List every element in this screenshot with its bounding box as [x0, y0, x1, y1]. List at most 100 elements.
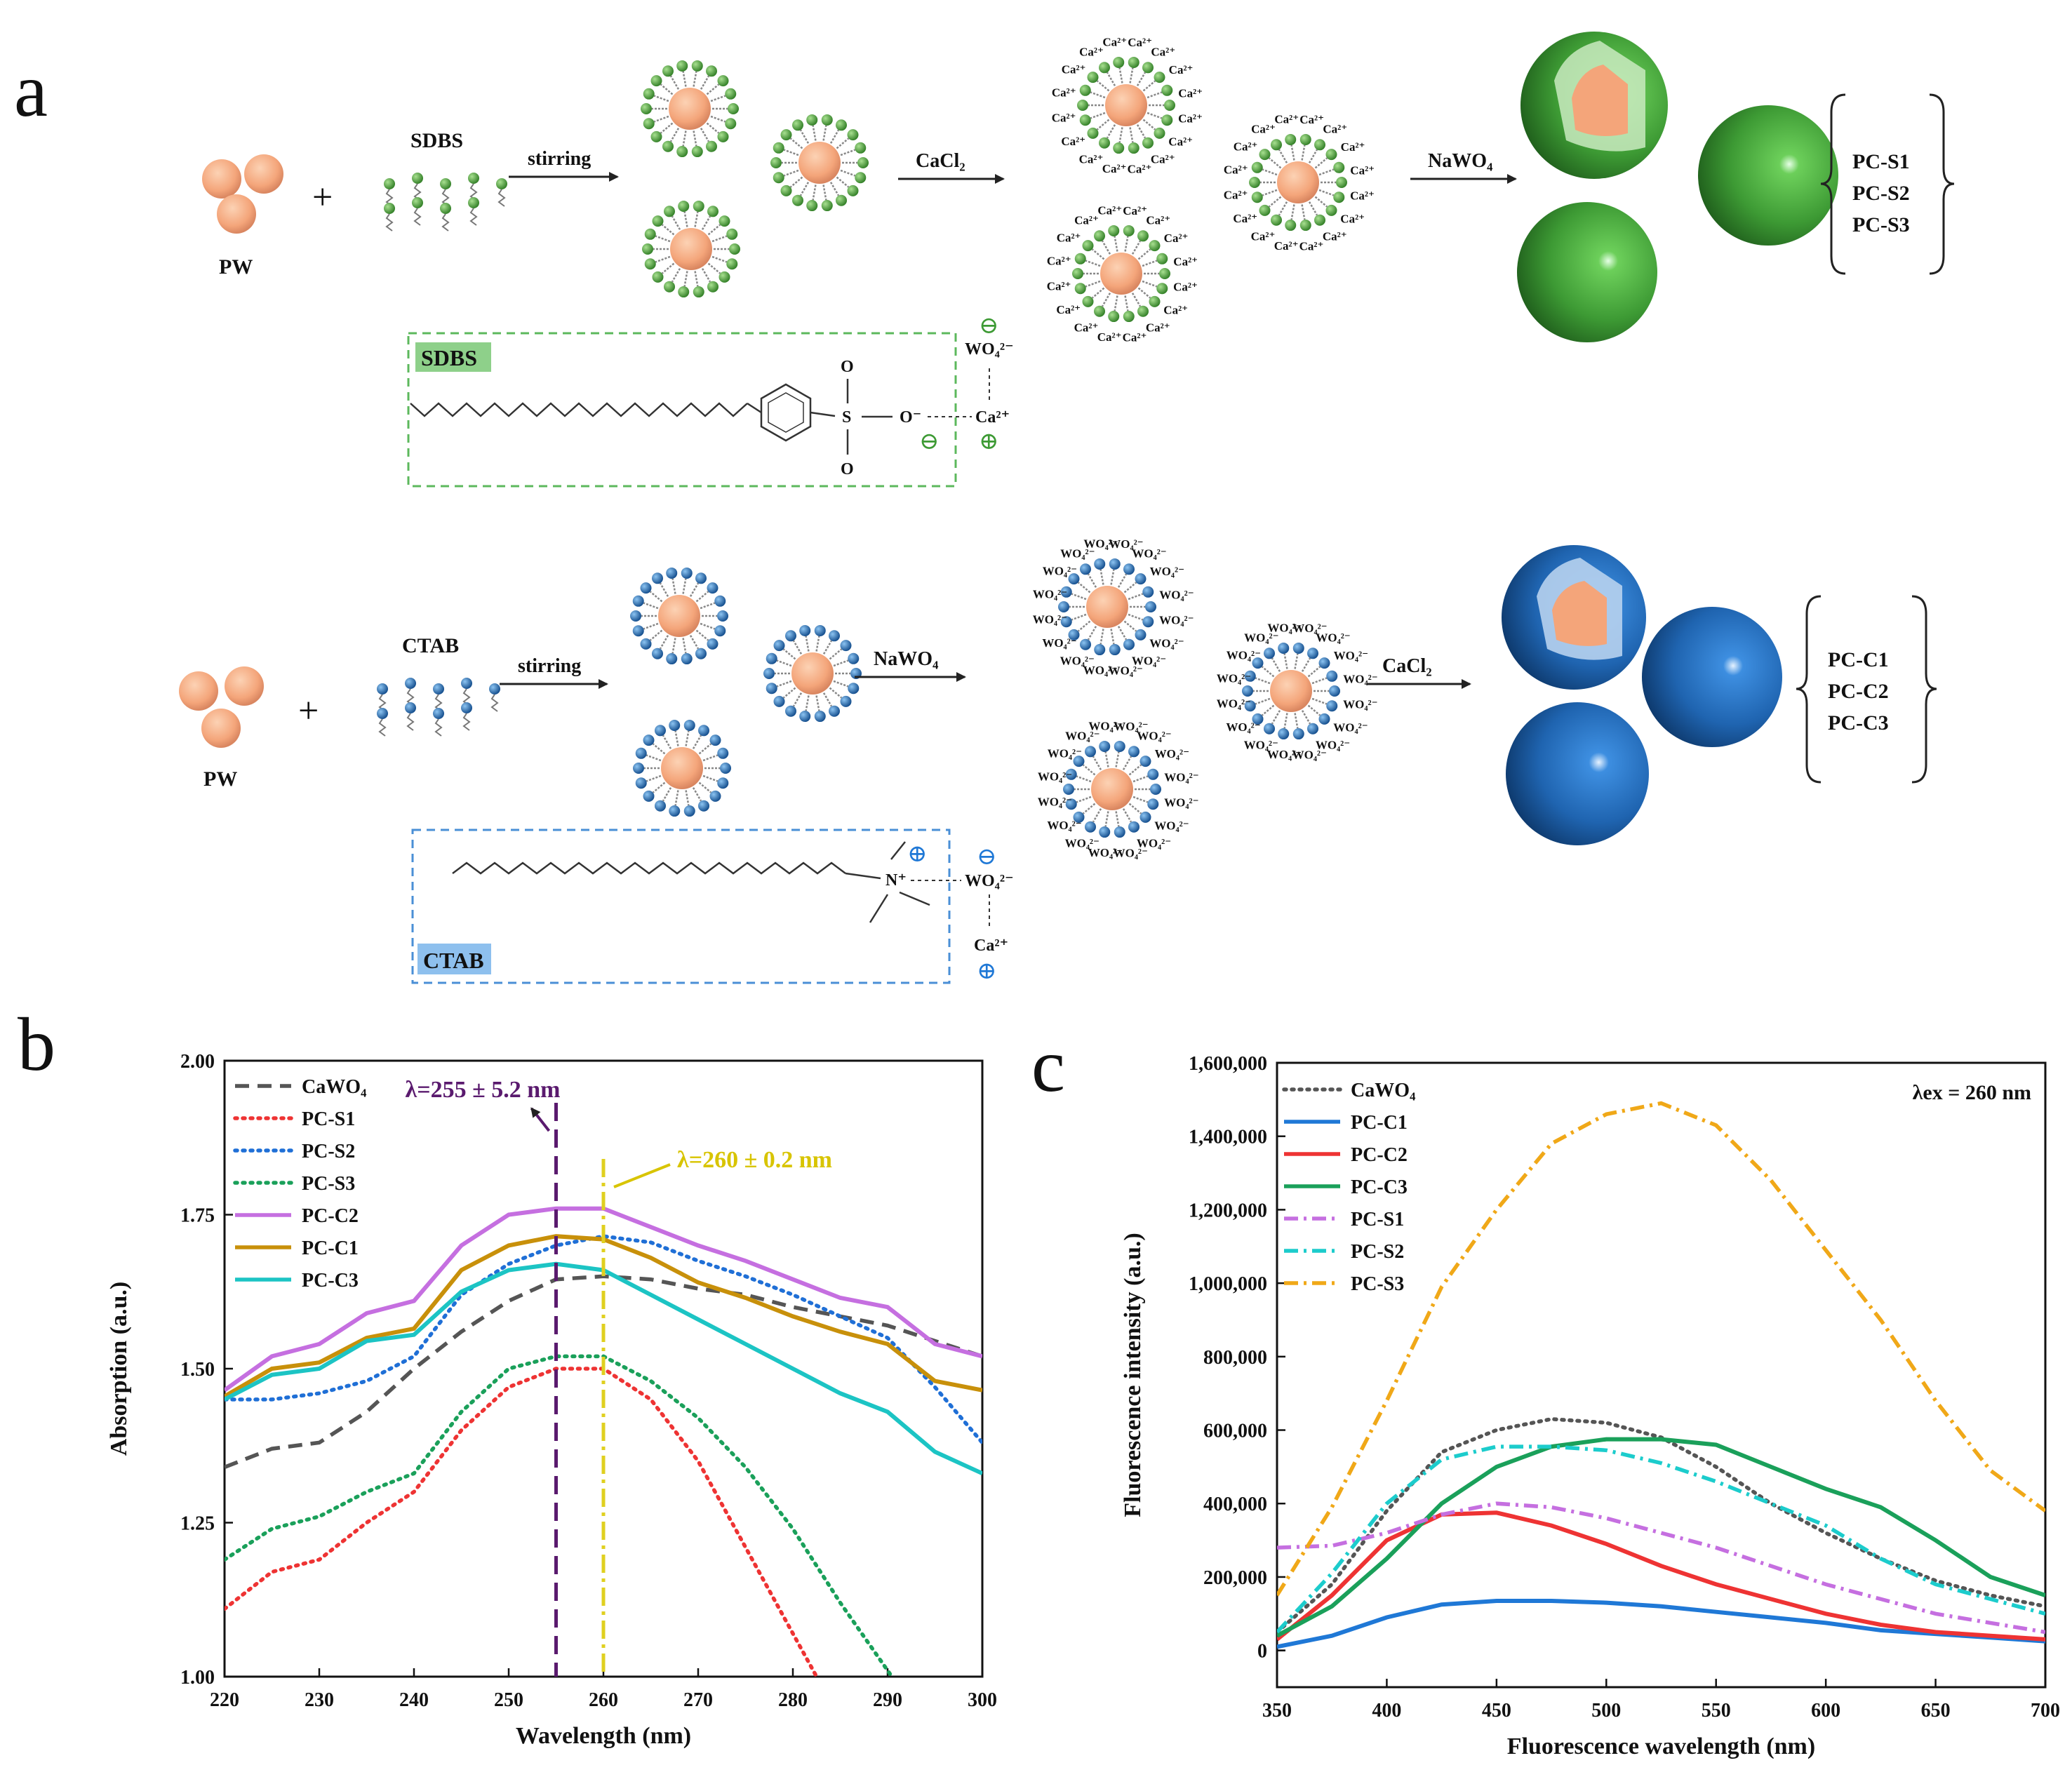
- ion-label: Ca²⁺: [1123, 330, 1147, 344]
- ion-label: WO₄²⁻: [1132, 655, 1166, 668]
- calcium-ion-ctab: Ca²⁺: [974, 937, 1008, 955]
- ion-label: Ca²⁺: [1169, 63, 1194, 76]
- blue-capsule-cutaway: [1502, 545, 1646, 690]
- product-pc-c1: PC-C1: [1828, 648, 1889, 671]
- x-tick-label: 300: [968, 1689, 997, 1711]
- surfactant-molecule: [377, 708, 388, 737]
- x-tick-label: 280: [778, 1689, 808, 1711]
- x-axis-title: Fluorescence wavelength (nm): [1507, 1733, 1815, 1759]
- nawo4-label-top: NaWO₄: [1428, 150, 1493, 172]
- ion-label: Ca²⁺: [1061, 135, 1085, 148]
- product-pc-s3: PC-S3: [1852, 213, 1910, 236]
- wo4-coated-micelle: WO₄²⁻WO₄²⁻WO₄²⁻WO₄²⁻WO₄²⁻WO₄²⁻WO₄²⁻WO₄²⁻…: [1033, 537, 1194, 678]
- surfactant-molecule: [405, 678, 416, 706]
- pw-label-bottom: PW: [203, 767, 237, 791]
- legend-entry: PC-S3: [1351, 1273, 1404, 1295]
- ion-label: Ca²⁺: [1151, 153, 1175, 166]
- ion-label: Ca²⁺: [1340, 212, 1365, 225]
- surfactant-molecule: [412, 197, 423, 226]
- blue-micelle: [633, 719, 731, 817]
- x-tick-label: 230: [305, 1689, 334, 1711]
- annotation-arrow-255: [530, 1107, 551, 1132]
- legend-entry: CaWO₄: [1351, 1080, 1416, 1101]
- ion-label: WO₄²⁻: [1083, 664, 1118, 677]
- ion-label: Ca²⁺: [1074, 213, 1099, 227]
- pw-label-top: PW: [219, 255, 253, 279]
- ion-label: Ca²⁺: [1052, 112, 1076, 125]
- ion-label: WO₄²⁻: [1038, 796, 1072, 809]
- sdbs-label: SDBS: [410, 129, 463, 152]
- y-tick-label: 200,000: [1203, 1567, 1267, 1589]
- legend-entry: PC-C1: [1351, 1112, 1408, 1134]
- ion-label: WO₄²⁻: [1164, 796, 1198, 809]
- x-tick-label: 550: [1702, 1700, 1731, 1722]
- surfactant-molecule: [440, 203, 451, 232]
- y-tick-label: 2.00: [180, 1051, 215, 1073]
- panel-b-letter: b: [18, 1003, 55, 1087]
- ion-label: WO₄²⁻: [1048, 747, 1082, 760]
- y-tick-label: 600,000: [1203, 1421, 1267, 1442]
- ion-label: Ca²⁺: [1173, 255, 1198, 268]
- ion-label: WO₄²⁻: [1316, 739, 1350, 752]
- plus-charge-ca-ctab: ⊕: [977, 958, 997, 984]
- ion-label: Ca²⁺: [1052, 86, 1076, 100]
- legend-entry: PC-S1: [302, 1108, 355, 1130]
- ion-label: WO₄²⁻: [1065, 729, 1100, 742]
- ion-label: WO₄²⁻: [1114, 846, 1148, 859]
- ion-label: WO₄²⁻: [1114, 720, 1148, 733]
- series-line-pc-s2: [1277, 1444, 2045, 1634]
- ion-label: WO₄²⁻: [1047, 819, 1081, 832]
- products-bracket-bottom: PC-C1 PC-C2 PC-C3: [1796, 595, 1937, 784]
- ion-label: WO₄²⁻: [1033, 613, 1067, 626]
- ca-coated-micelle: Ca²⁺Ca²⁺Ca²⁺Ca²⁺Ca²⁺Ca²⁺Ca²⁺Ca²⁺Ca²⁺Ca²⁺…: [1224, 113, 1375, 253]
- panel-a-letter: a: [14, 49, 48, 133]
- green-micelle: [642, 200, 740, 298]
- legend-entry: PC-C1: [302, 1237, 359, 1259]
- plus-sign-bottom: +: [298, 691, 319, 731]
- ion-label: WO₄²⁻: [1267, 622, 1302, 635]
- ion-label: Ca²⁺: [1251, 122, 1276, 135]
- ion-label: Ca²⁺: [1128, 36, 1152, 49]
- ion-label: WO₄²⁻: [1150, 565, 1184, 578]
- y-axis-title: Absorption (a.u.): [106, 1282, 132, 1456]
- surfactant-molecule: [377, 683, 388, 712]
- legend-entry: PC-C3: [302, 1270, 359, 1292]
- green-micelles: [641, 60, 869, 298]
- legend-entry: PC-S2: [302, 1141, 355, 1162]
- blue-capsule-sphere-right: [1642, 607, 1782, 747]
- ion-label: Ca²⁺: [1341, 140, 1365, 154]
- x-tick-label: 600: [1811, 1700, 1840, 1722]
- ion-label: Ca²⁺: [1097, 204, 1122, 217]
- oxygen-top: O: [841, 358, 854, 376]
- surfactant-molecule: [468, 197, 479, 226]
- y-tick-label: 400,000: [1203, 1494, 1267, 1515]
- ion-label: Ca²⁺: [1056, 303, 1081, 316]
- ion-label: Ca²⁺: [1128, 162, 1152, 175]
- products-bracket-top: PC-S1 PC-S2 PC-S3: [1820, 93, 1955, 275]
- surfactant-molecule: [384, 178, 395, 207]
- ion-label: WO₄²⁻: [1343, 697, 1377, 711]
- y-tick-label: 1.25: [180, 1513, 215, 1535]
- sdbs-badge: SDBS: [421, 345, 477, 370]
- bottom-row: PW + CTAB stirring NaWO₄ WO₄²⁻WO₄²⁻WO₄²⁻…: [179, 537, 1937, 984]
- x-tick-label: 270: [683, 1689, 713, 1711]
- ion-label: Ca²⁺: [1164, 232, 1189, 245]
- y-tick-label: 1.75: [180, 1205, 215, 1227]
- x-axis-title: Wavelength (nm): [516, 1723, 691, 1749]
- ion-label: Ca²⁺: [1146, 214, 1170, 227]
- ctab-molecules: [377, 678, 500, 737]
- panel-c-letter: c: [1031, 1024, 1065, 1108]
- ca-coated-micelles: Ca²⁺Ca²⁺Ca²⁺Ca²⁺Ca²⁺Ca²⁺Ca²⁺Ca²⁺Ca²⁺Ca²⁺…: [1047, 36, 1375, 344]
- ion-label: Ca²⁺: [1173, 280, 1198, 293]
- ion-label: WO₄²⁻: [1132, 547, 1166, 561]
- ion-label: WO₄²⁻: [1065, 836, 1100, 850]
- annotation-arrow-260: [613, 1163, 671, 1188]
- ion-label: WO₄²⁻: [1038, 770, 1072, 784]
- series-line-pc-s3: [225, 1354, 894, 1677]
- x-tick-label: 350: [1262, 1700, 1292, 1722]
- ion-label: Ca²⁺: [1047, 255, 1071, 268]
- ion-label: Ca²⁺: [1079, 45, 1104, 58]
- green-capsule-sphere-right: [1698, 105, 1838, 246]
- ion-label: WO₄²⁻: [1154, 819, 1189, 832]
- green-capsule-sphere-bottom: [1517, 202, 1657, 342]
